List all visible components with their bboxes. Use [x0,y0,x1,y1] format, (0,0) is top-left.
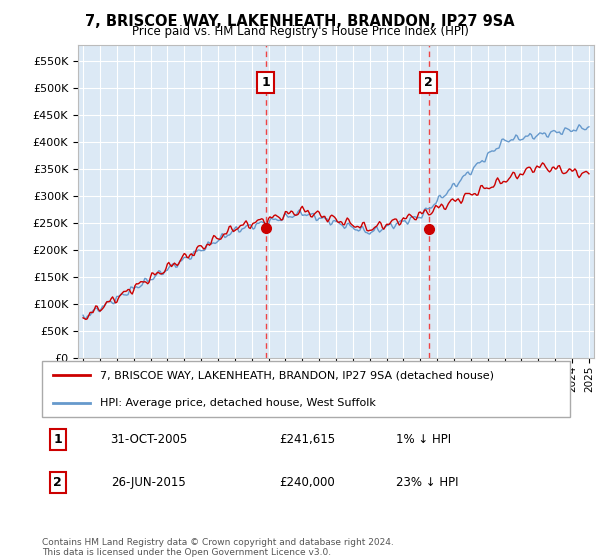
Text: £241,615: £241,615 [280,433,336,446]
Text: HPI: Average price, detached house, West Suffolk: HPI: Average price, detached house, West… [100,398,376,408]
Text: 2: 2 [53,476,62,489]
Text: Price paid vs. HM Land Registry's House Price Index (HPI): Price paid vs. HM Land Registry's House … [131,25,469,38]
Text: 1: 1 [262,76,270,89]
Text: 31-OCT-2005: 31-OCT-2005 [110,433,188,446]
Text: 23% ↓ HPI: 23% ↓ HPI [396,476,458,489]
Text: 7, BRISCOE WAY, LAKENHEATH, BRANDON, IP27 9SA: 7, BRISCOE WAY, LAKENHEATH, BRANDON, IP2… [85,14,515,29]
Text: Contains HM Land Registry data © Crown copyright and database right 2024.
This d: Contains HM Land Registry data © Crown c… [42,538,394,557]
Text: 2: 2 [424,76,433,89]
Text: 1: 1 [53,433,62,446]
FancyBboxPatch shape [42,361,570,417]
Text: 1% ↓ HPI: 1% ↓ HPI [396,433,451,446]
Text: £240,000: £240,000 [280,476,335,489]
Text: 26-JUN-2015: 26-JUN-2015 [110,476,185,489]
Text: 7, BRISCOE WAY, LAKENHEATH, BRANDON, IP27 9SA (detached house): 7, BRISCOE WAY, LAKENHEATH, BRANDON, IP2… [100,370,494,380]
